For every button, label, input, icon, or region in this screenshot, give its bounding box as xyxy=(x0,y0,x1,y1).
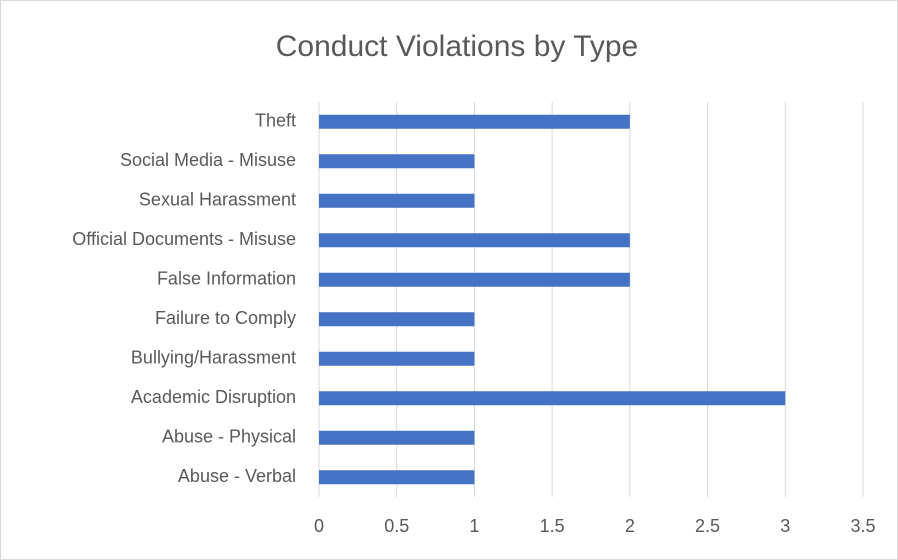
y-tick-label: Abuse - Physical xyxy=(162,427,296,447)
bar xyxy=(319,312,475,327)
chart-title: Conduct Violations by Type xyxy=(276,30,638,63)
bar xyxy=(319,272,630,287)
bar xyxy=(319,193,475,208)
x-tick-label: 0 xyxy=(314,516,324,536)
x-tick-label: 2.5 xyxy=(695,516,720,536)
x-tick-label: 0.5 xyxy=(384,516,409,536)
y-tick-label: Failure to Comply xyxy=(155,308,296,328)
bar xyxy=(319,233,630,248)
bar xyxy=(319,470,475,485)
y-tick-label: Sexual Harassment xyxy=(139,190,296,210)
y-tick-label: Academic Disruption xyxy=(131,387,296,407)
bar xyxy=(319,154,475,169)
x-tick-label: 1 xyxy=(469,516,479,536)
y-tick-label: Theft xyxy=(255,111,296,131)
y-tick-label: Abuse - Verbal xyxy=(178,466,296,486)
x-tick-label: 3 xyxy=(780,516,790,536)
x-tick-label: 2 xyxy=(625,516,635,536)
bar xyxy=(319,351,475,366)
bar xyxy=(319,391,786,406)
x-tick-label: 1.5 xyxy=(540,516,565,536)
bar xyxy=(319,430,475,445)
x-tick-label: 3.5 xyxy=(850,516,875,536)
y-tick-label: Social Media - Misuse xyxy=(120,150,296,170)
y-tick-label: Official Documents - Misuse xyxy=(72,229,296,249)
bar xyxy=(319,114,630,129)
y-tick-label: Bullying/Harassment xyxy=(131,348,296,368)
y-tick-label: False Information xyxy=(157,269,296,289)
